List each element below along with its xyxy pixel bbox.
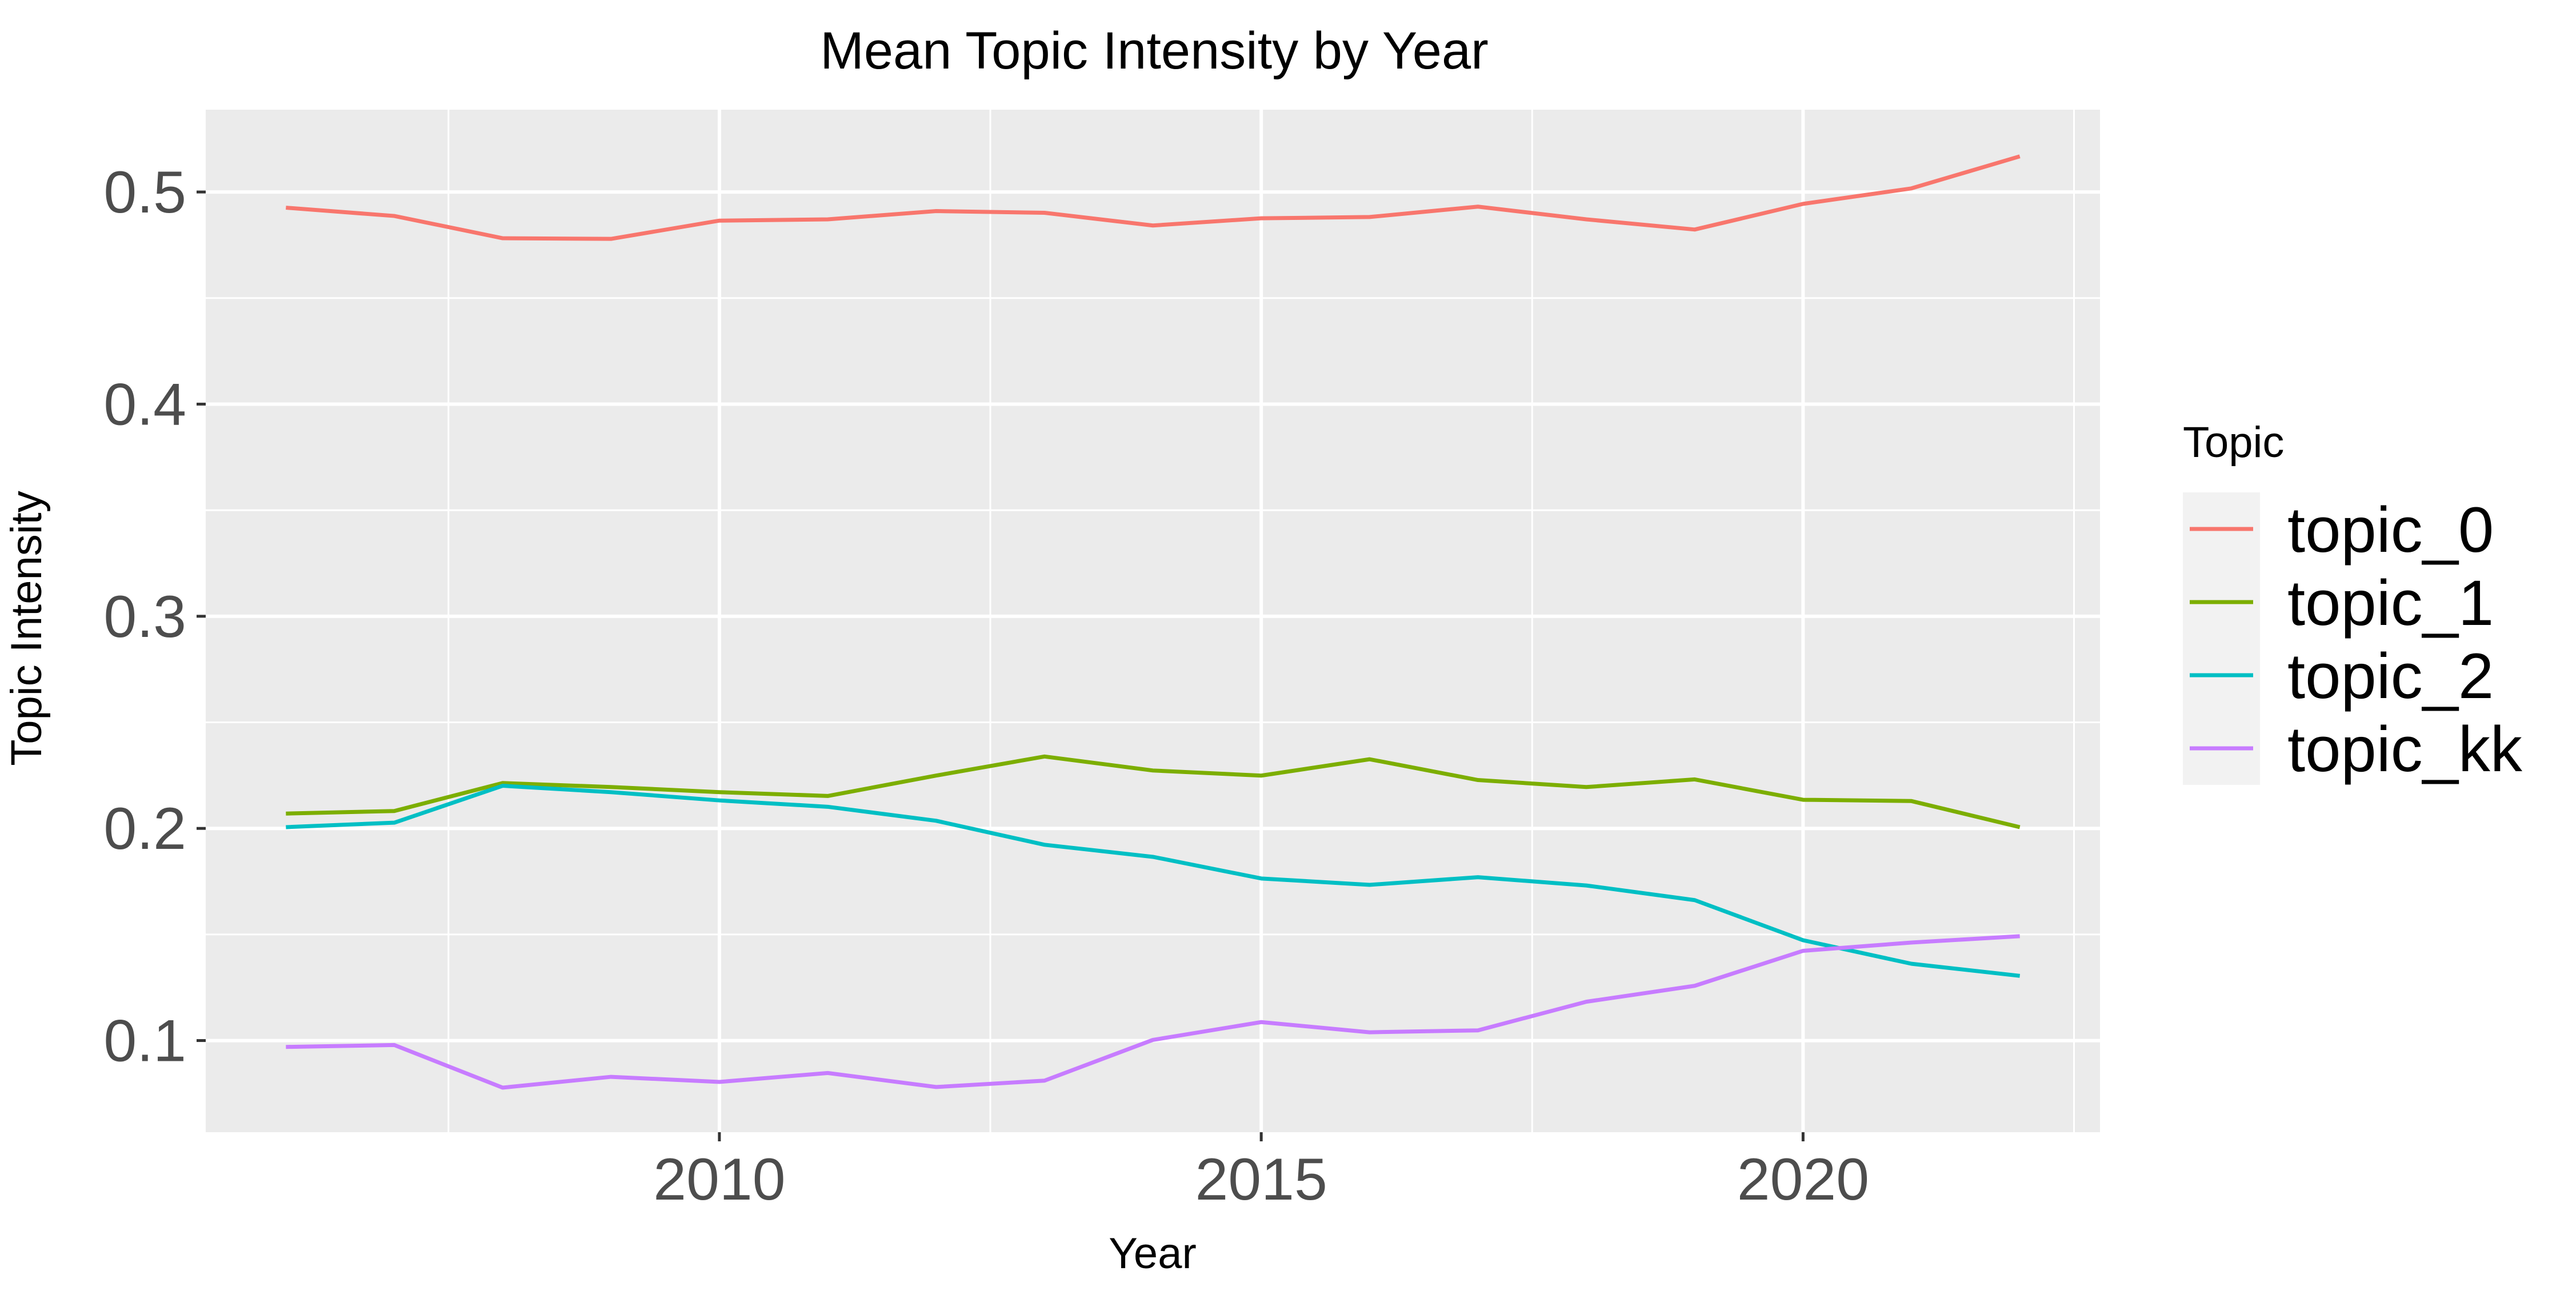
chart-title: Mean Topic Intensity by Year: [820, 22, 1489, 80]
x-axis-title: Year: [1109, 1229, 1197, 1278]
x-axis: 2010 2015 2020: [653, 1132, 1869, 1213]
x-tick-label: 2015: [1195, 1146, 1327, 1213]
y-tick-label: 0.1: [103, 1008, 186, 1075]
major-gridlines: [206, 110, 2100, 1132]
x-tick-label: 2020: [1737, 1146, 1869, 1213]
series-line-topic_0: [286, 154, 2021, 241]
plot-panel: [206, 110, 2100, 1132]
x-tick-label: 2010: [653, 1146, 785, 1213]
legend-label-topic_0: topic_0: [2287, 494, 2494, 566]
y-tick-label: 0.2: [103, 796, 186, 862]
minor-gridlines: [206, 110, 2100, 1132]
y-tick-label: 0.4: [103, 371, 186, 438]
series-line-topic_2: [286, 784, 2021, 978]
series-lines: [286, 154, 2021, 1090]
y-tick-label: 0.5: [103, 159, 186, 226]
legend-label-topic_kk: topic_kk: [2287, 713, 2523, 785]
series-line-topic_kk: [286, 934, 2020, 1090]
y-axis-title: Topic Intensity: [2, 491, 51, 766]
series-line-topic_1: [286, 754, 2021, 829]
legend-label-topic_2: topic_2: [2287, 640, 2494, 712]
y-tick-label: 0.3: [103, 584, 186, 650]
legend-label-topic_1: topic_1: [2287, 567, 2494, 639]
legend-title: Topic: [2183, 418, 2284, 467]
y-axis: 0.1 0.2 0.3 0.4 0.5: [103, 159, 206, 1075]
